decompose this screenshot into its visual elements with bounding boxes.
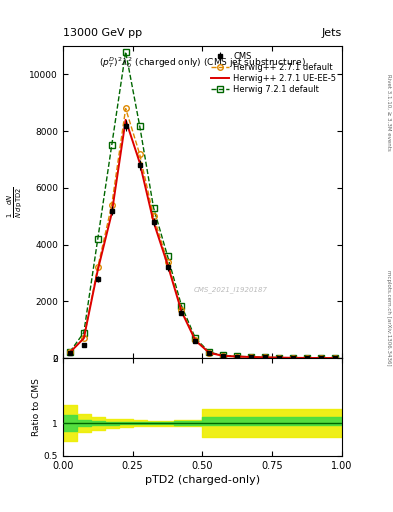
Herwig++ 2.7.1 UE-EE-5 xyxy=(221,353,226,359)
Text: 13000 GeV pp: 13000 GeV pp xyxy=(63,28,142,38)
Legend: CMS, Herwig++ 2.7.1 default, Herwig++ 2.7.1 UE-EE-5, Herwig 7.2.1 default: CMS, Herwig++ 2.7.1 default, Herwig++ 2.… xyxy=(209,50,338,96)
Herwig 7.2.1 default xyxy=(221,352,226,358)
Text: mcplots.cern.ch [arXiv:1306.3436]: mcplots.cern.ch [arXiv:1306.3436] xyxy=(386,270,391,365)
Herwig 7.2.1 default xyxy=(277,354,281,360)
Herwig 7.2.1 default xyxy=(207,349,212,355)
Herwig++ 2.7.1 default xyxy=(305,355,309,361)
Herwig++ 2.7.1 UE-EE-5 xyxy=(319,355,323,361)
Text: $(p_T^D)^2\lambda_0^2$ (charged only) (CMS jet substructure): $(p_T^D)^2\lambda_0^2$ (charged only) (C… xyxy=(99,55,306,70)
Herwig 7.2.1 default xyxy=(263,354,268,360)
Herwig++ 2.7.1 default xyxy=(95,264,100,270)
Herwig++ 2.7.1 UE-EE-5 xyxy=(235,353,240,359)
Herwig++ 2.7.1 UE-EE-5 xyxy=(193,337,198,344)
Herwig++ 2.7.1 UE-EE-5 xyxy=(332,355,337,361)
Herwig 7.2.1 default xyxy=(305,355,309,361)
Herwig++ 2.7.1 default xyxy=(193,337,198,343)
Herwig 7.2.1 default xyxy=(235,353,240,359)
Text: Rivet 3.1.10, ≥ 3.3M events: Rivet 3.1.10, ≥ 3.3M events xyxy=(386,74,391,151)
Herwig 7.2.1 default xyxy=(332,355,337,361)
Herwig++ 2.7.1 UE-EE-5 xyxy=(207,350,212,356)
Herwig++ 2.7.1 default xyxy=(263,354,268,360)
Herwig++ 2.7.1 default xyxy=(151,213,156,219)
Line: Herwig 7.2.1 default: Herwig 7.2.1 default xyxy=(67,49,338,361)
Herwig 7.2.1 default xyxy=(193,335,198,342)
Herwig 7.2.1 default xyxy=(291,355,296,361)
Herwig++ 2.7.1 UE-EE-5 xyxy=(263,354,268,360)
Herwig++ 2.7.1 default xyxy=(249,354,253,360)
Herwig 7.2.1 default xyxy=(151,205,156,211)
Herwig++ 2.7.1 UE-EE-5 xyxy=(305,355,309,361)
Herwig 7.2.1 default xyxy=(249,354,253,360)
Herwig++ 2.7.1 UE-EE-5 xyxy=(109,210,114,217)
Herwig++ 2.7.1 default xyxy=(332,355,337,361)
Herwig++ 2.7.1 default xyxy=(179,307,184,313)
Herwig++ 2.7.1 default xyxy=(123,105,128,112)
Herwig++ 2.7.1 default xyxy=(319,355,323,361)
Herwig++ 2.7.1 default xyxy=(137,151,142,157)
Herwig 7.2.1 default xyxy=(319,355,323,361)
Herwig++ 2.7.1 UE-EE-5 xyxy=(179,308,184,314)
Herwig++ 2.7.1 UE-EE-5 xyxy=(68,349,72,355)
Herwig 7.2.1 default xyxy=(95,236,100,242)
Line: Herwig++ 2.7.1 default: Herwig++ 2.7.1 default xyxy=(67,105,338,361)
Herwig++ 2.7.1 UE-EE-5 xyxy=(249,354,253,360)
Y-axis label: Ratio to CMS: Ratio to CMS xyxy=(32,378,41,436)
Herwig++ 2.7.1 default xyxy=(207,350,212,356)
Herwig++ 2.7.1 default xyxy=(221,353,226,359)
Y-axis label: $\frac{1}{N}\frac{dN}{d\,\mathrm{pTD2}}$: $\frac{1}{N}\frac{dN}{d\,\mathrm{pTD2}}$ xyxy=(5,186,24,218)
Herwig++ 2.7.1 default xyxy=(235,353,240,359)
Text: CMS_2021_I1920187: CMS_2021_I1920187 xyxy=(193,286,267,293)
Herwig++ 2.7.1 UE-EE-5 xyxy=(95,267,100,273)
Herwig++ 2.7.1 default xyxy=(109,202,114,208)
Herwig++ 2.7.1 UE-EE-5 xyxy=(291,355,296,361)
Line: Herwig++ 2.7.1 UE-EE-5: Herwig++ 2.7.1 UE-EE-5 xyxy=(70,120,335,358)
Herwig++ 2.7.1 UE-EE-5 xyxy=(137,159,142,165)
Herwig 7.2.1 default xyxy=(109,142,114,148)
Herwig++ 2.7.1 UE-EE-5 xyxy=(81,335,86,342)
Herwig++ 2.7.1 default xyxy=(68,349,72,355)
Herwig 7.2.1 default xyxy=(68,349,72,355)
Herwig 7.2.1 default xyxy=(179,303,184,309)
X-axis label: pTD2 (charged-only): pTD2 (charged-only) xyxy=(145,475,260,485)
Herwig++ 2.7.1 UE-EE-5 xyxy=(123,117,128,123)
Herwig 7.2.1 default xyxy=(81,330,86,336)
Herwig++ 2.7.1 default xyxy=(165,259,170,265)
Herwig 7.2.1 default xyxy=(123,49,128,55)
Herwig++ 2.7.1 default xyxy=(277,354,281,360)
Herwig++ 2.7.1 default xyxy=(291,355,296,361)
Herwig 7.2.1 default xyxy=(137,122,142,129)
Herwig++ 2.7.1 default xyxy=(81,335,86,342)
Herwig++ 2.7.1 UE-EE-5 xyxy=(151,219,156,225)
Herwig 7.2.1 default xyxy=(165,253,170,259)
Text: Jets: Jets xyxy=(321,28,342,38)
Herwig++ 2.7.1 UE-EE-5 xyxy=(165,262,170,268)
Herwig++ 2.7.1 UE-EE-5 xyxy=(277,355,281,361)
